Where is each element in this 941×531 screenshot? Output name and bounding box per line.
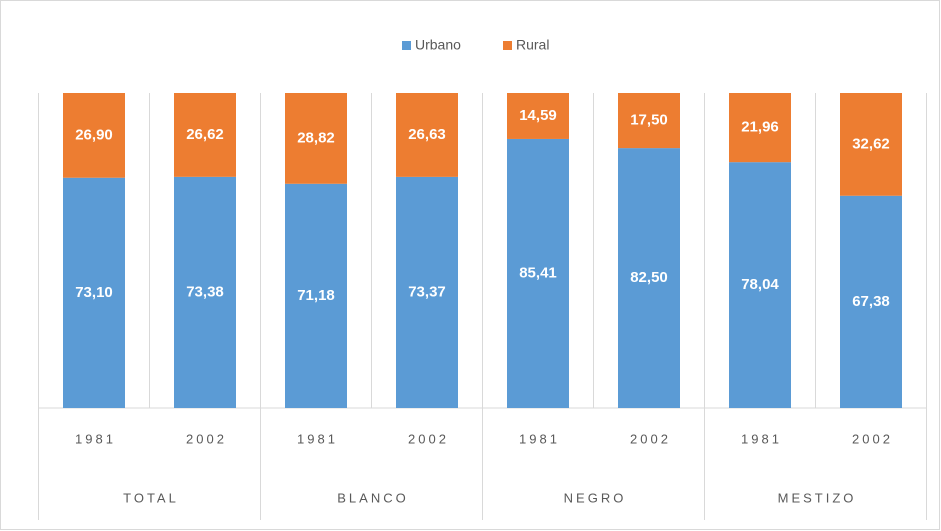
data-label: 71,18	[297, 287, 335, 304]
legend-swatch	[402, 41, 411, 50]
data-label: 32,62	[852, 135, 890, 152]
bar-segment	[285, 93, 347, 184]
bar-segment	[507, 138, 569, 408]
x-tick-label: 1981	[297, 431, 338, 446]
data-label: 73,10	[75, 284, 113, 301]
data-label: 17,50	[630, 112, 668, 129]
bar-segment	[729, 162, 791, 408]
bar-segment	[174, 93, 236, 177]
data-label: 78,04	[741, 276, 779, 293]
x-tick-label: 1981	[741, 431, 782, 446]
data-label: 28,82	[297, 129, 335, 146]
legend-label: Urbano	[415, 37, 461, 53]
x-tick-label: 1981	[75, 431, 116, 446]
group-label: BLANCO	[337, 490, 408, 505]
x-tick-label: 1981	[519, 431, 560, 446]
legend-label: Rural	[516, 37, 549, 53]
bar-segment	[618, 93, 680, 149]
data-label: 73,37	[408, 283, 446, 300]
data-label: 82,50	[630, 269, 668, 286]
data-label: 26,63	[408, 126, 446, 143]
bar-segment	[507, 93, 569, 139]
legend-swatch	[503, 41, 512, 50]
x-tick-label: 2002	[408, 431, 449, 446]
group-label: MESTIZO	[778, 490, 857, 505]
bar-segment	[396, 176, 458, 408]
bar-segment	[285, 183, 347, 408]
bar-segment	[63, 177, 125, 408]
data-label: 21,96	[741, 119, 779, 136]
data-label: 26,62	[186, 126, 224, 143]
data-label: 14,59	[519, 107, 557, 124]
group-label: TOTAL	[123, 490, 179, 505]
x-tick-label: 2002	[852, 431, 893, 446]
bar-segment	[729, 93, 791, 163]
data-label: 26,90	[75, 126, 113, 143]
bar-segment	[840, 195, 902, 408]
data-label: 85,41	[519, 264, 557, 281]
group-label: NEGRO	[564, 490, 627, 505]
bar-segment	[63, 93, 125, 178]
bar-segment	[174, 176, 236, 408]
bar-segment	[840, 93, 902, 196]
data-label: 73,38	[186, 283, 224, 300]
x-tick-label: 2002	[186, 431, 227, 446]
data-label: 67,38	[852, 293, 890, 310]
bar-segment	[396, 93, 458, 177]
x-tick-label: 2002	[630, 431, 671, 446]
bar-segment	[618, 148, 680, 408]
